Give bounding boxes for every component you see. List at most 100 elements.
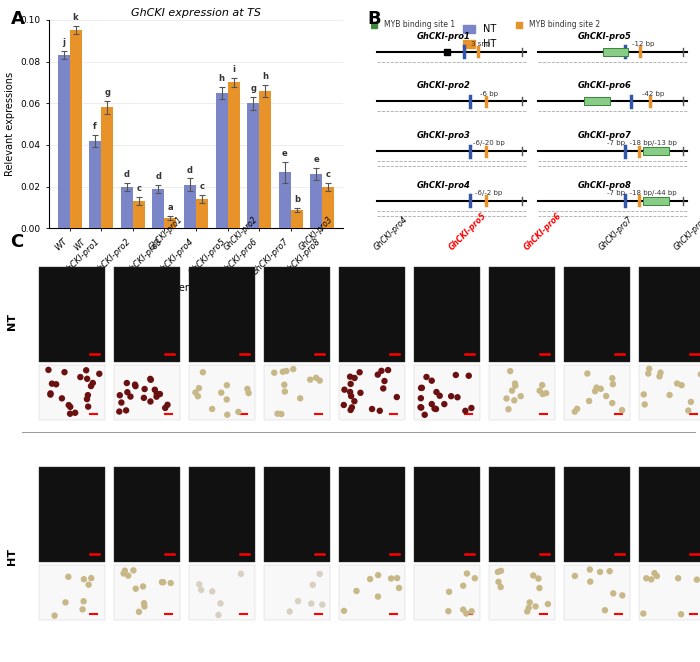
Circle shape (84, 368, 89, 373)
Bar (114, 267, 180, 361)
Circle shape (473, 576, 477, 581)
Bar (489, 565, 555, 620)
Circle shape (195, 394, 200, 399)
Circle shape (121, 571, 126, 576)
Circle shape (587, 399, 592, 404)
Circle shape (148, 377, 153, 382)
Circle shape (280, 369, 286, 374)
Circle shape (125, 381, 130, 385)
Circle shape (209, 406, 215, 412)
Circle shape (396, 585, 402, 591)
Circle shape (290, 367, 295, 371)
Text: c: c (199, 182, 204, 191)
Circle shape (642, 402, 648, 407)
Circle shape (218, 601, 223, 606)
Circle shape (379, 368, 384, 373)
Text: GhCKI-pro4: GhCKI-pro4 (372, 214, 410, 252)
Circle shape (518, 394, 523, 399)
Text: -6 bp: -6 bp (480, 91, 498, 97)
Circle shape (657, 374, 662, 379)
Circle shape (464, 571, 470, 576)
Circle shape (122, 568, 127, 573)
Bar (339, 365, 405, 420)
Circle shape (433, 406, 438, 412)
Text: GhCKI-pro2: GhCKI-pro2 (222, 214, 259, 252)
Circle shape (585, 371, 590, 376)
Circle shape (469, 406, 474, 410)
Text: -6/-20 bp: -6/-20 bp (473, 140, 505, 146)
Circle shape (607, 569, 612, 574)
Circle shape (142, 604, 147, 609)
Circle shape (644, 576, 649, 581)
Circle shape (512, 381, 517, 386)
Bar (414, 365, 480, 420)
Text: GhCKI-pro1: GhCKI-pro1 (147, 214, 184, 252)
Bar (643, 147, 668, 155)
Circle shape (342, 402, 346, 408)
Circle shape (154, 391, 160, 396)
Bar (114, 467, 180, 562)
Circle shape (148, 399, 153, 404)
Circle shape (654, 573, 659, 579)
Bar (489, 467, 555, 562)
Circle shape (645, 371, 651, 376)
Text: c: c (136, 184, 141, 193)
Circle shape (90, 381, 95, 385)
Circle shape (60, 396, 64, 401)
Circle shape (675, 381, 680, 386)
Bar (279, 172, 290, 228)
Circle shape (686, 408, 691, 413)
Circle shape (314, 375, 318, 380)
Text: HT: HT (7, 548, 17, 565)
Bar (643, 197, 668, 205)
Circle shape (78, 375, 83, 379)
Circle shape (429, 378, 434, 383)
Text: GhCKI-pro2: GhCKI-pro2 (416, 81, 470, 91)
Bar (264, 565, 330, 620)
Circle shape (124, 408, 129, 413)
Circle shape (193, 390, 198, 395)
Circle shape (381, 386, 386, 391)
Circle shape (279, 412, 284, 416)
Circle shape (50, 381, 55, 386)
Circle shape (512, 398, 517, 403)
Text: WT: WT (72, 237, 87, 252)
Circle shape (424, 375, 429, 379)
Circle shape (466, 373, 471, 378)
Circle shape (309, 601, 314, 606)
Circle shape (48, 391, 53, 396)
Bar (39, 565, 105, 620)
Circle shape (592, 389, 598, 394)
Circle shape (86, 582, 91, 587)
Bar (69, 30, 82, 228)
Circle shape (449, 394, 454, 399)
Circle shape (394, 395, 399, 400)
Circle shape (225, 412, 230, 417)
Text: B: B (368, 10, 381, 28)
Circle shape (640, 611, 646, 616)
Bar (639, 467, 700, 562)
Bar (153, 189, 164, 228)
Circle shape (419, 385, 424, 391)
Circle shape (429, 402, 434, 406)
Circle shape (676, 576, 680, 581)
Circle shape (62, 369, 67, 375)
Circle shape (432, 406, 437, 411)
Circle shape (370, 406, 374, 412)
Text: b: b (294, 195, 300, 204)
Circle shape (199, 587, 204, 592)
Bar (89, 141, 102, 228)
Circle shape (165, 402, 170, 407)
Text: d: d (187, 166, 193, 175)
Circle shape (117, 409, 122, 414)
Bar (57, 56, 69, 228)
Circle shape (200, 370, 205, 375)
Y-axis label: Relevant expressions: Relevant expressions (5, 72, 15, 176)
Circle shape (141, 395, 146, 401)
Circle shape (377, 408, 382, 413)
Circle shape (275, 411, 280, 416)
Circle shape (598, 569, 603, 575)
Text: h: h (218, 74, 225, 83)
Bar (247, 103, 259, 228)
Circle shape (527, 600, 532, 605)
